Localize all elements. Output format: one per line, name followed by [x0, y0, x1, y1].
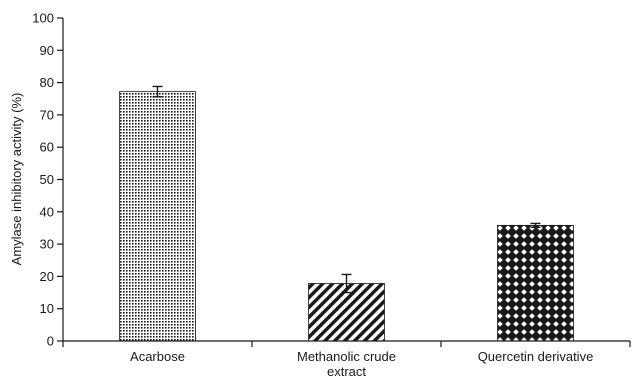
bars: [119, 85, 574, 342]
y-tick-label: 100: [32, 11, 54, 26]
y-tick-label: 60: [40, 140, 54, 155]
y-tick-label: 10: [40, 301, 54, 316]
y-tick-label: 20: [40, 269, 54, 284]
x-category-label: extract: [327, 364, 366, 379]
bar: [119, 91, 196, 342]
y-tick-label: 80: [40, 75, 54, 90]
y-tick-label: 30: [40, 237, 54, 252]
y-tick-label: 50: [40, 172, 54, 187]
x-category-label: Methanolic crude: [297, 349, 396, 364]
y-tick-label: 40: [40, 204, 54, 219]
y-axis-title: Amylase inhibitory activity (%): [9, 93, 24, 266]
y-tick-label: 0: [47, 334, 54, 349]
x-category-label: Acarbose: [130, 349, 185, 364]
x-category-label: Quercetin derivative: [478, 349, 594, 364]
y-tick-label: 90: [40, 43, 54, 58]
y-tick-label: 70: [40, 107, 54, 122]
bar: [497, 224, 574, 342]
y-axis-ticks: 0 10 20 30 40 50 60 70 80 90 100: [32, 11, 64, 349]
